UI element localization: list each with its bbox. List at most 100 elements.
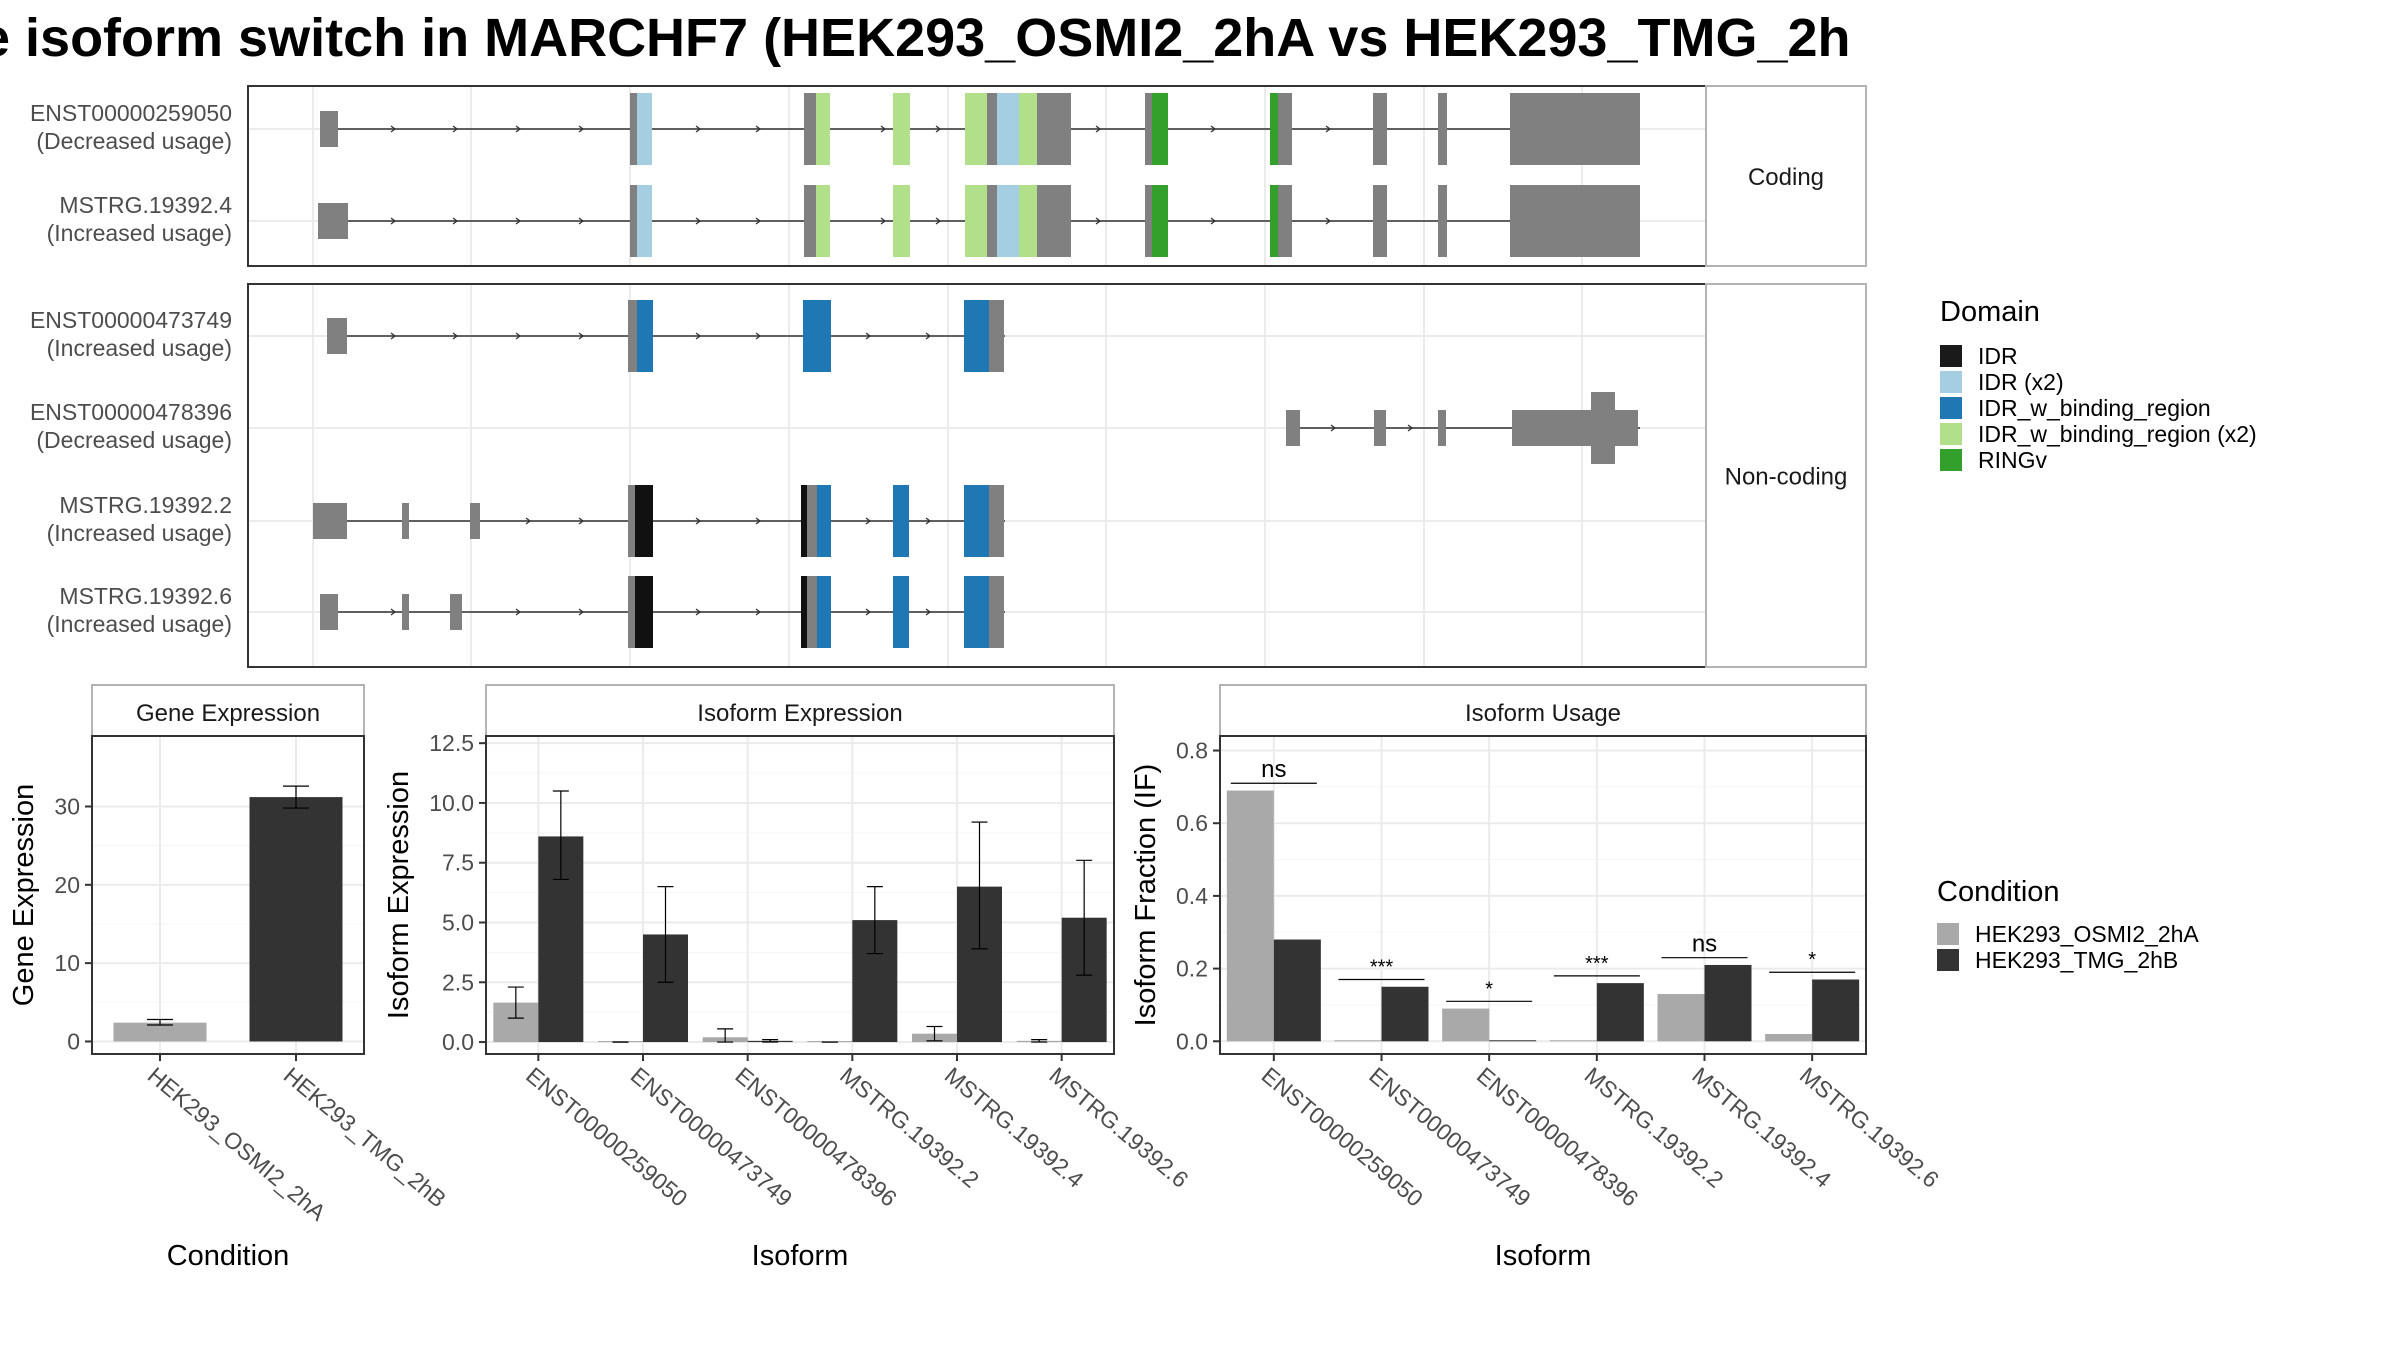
exon-block [964,485,989,557]
intron-arrow [1095,125,1102,133]
y-tick-label: 7.5 [442,850,474,876]
exon-block [628,576,635,648]
exon-block [1270,93,1278,165]
exon-block [320,594,338,630]
domain-legend-title: Domain [1940,296,2040,328]
intron-arrow [935,217,942,225]
significance-label: * [1485,978,1493,1000]
intron-arrow [515,217,522,225]
exon-block [803,300,831,372]
isoform-id-label: MSTRG.19392.2 [59,492,232,518]
domain-legend-label: IDR [1978,343,2018,369]
condition-legend-label: HEK293_TMG_2hB [1975,947,2178,973]
exon-block [1145,93,1152,165]
exon-block [1019,185,1025,257]
intron-arrow [1330,424,1337,432]
intron-arrow [515,125,522,133]
chart-title: Gene Expression [136,700,320,727]
intron-arrow [925,608,932,616]
exon-block [1373,93,1387,165]
intron-arrow [865,517,872,525]
exon-block [327,318,347,354]
intron-arrow [1210,125,1217,133]
isoform-id-label: ENST00000473749 [30,307,232,333]
intron-arrow [452,217,459,225]
exon-block [1152,185,1168,257]
bar [1657,994,1705,1042]
exon-block [635,485,653,557]
exon-block [807,576,817,648]
exon-block [637,93,652,165]
exon-block [816,185,830,257]
isoform-id-label: ENST00000478396 [30,399,232,425]
exon-block [1278,185,1292,257]
exon-block [1025,185,1037,257]
condition-legend-label: HEK293_OSMI2_2hA [1975,921,2199,947]
exon-block [987,93,997,165]
significance-label: *** [1370,956,1394,978]
domain-legend-label: IDR_w_binding_region [1978,395,2211,421]
bar [1334,1040,1382,1042]
exon-block [1591,392,1615,464]
significance-label: * [1808,949,1816,971]
exon-block [804,93,816,165]
intron-arrow [880,217,887,225]
exon-block [450,594,462,630]
domain-legend-swatch [1940,345,1962,367]
bar [1442,1008,1490,1042]
intron-arrow [755,125,762,133]
exon-block [989,300,1004,372]
exon-block [801,576,807,648]
exon-block [1270,185,1278,257]
exon-block [402,503,409,539]
exon-block [1518,185,1640,257]
intron-arrow [525,517,532,525]
exon-block [637,300,653,372]
intron-arrow [452,332,459,340]
intron-arrow [935,125,942,133]
y-axis-title: Isoform Fraction (IF) [1130,764,1162,1027]
exon-block [628,485,635,557]
intron-arrow [755,217,762,225]
exon-block [997,93,1019,165]
intron-arrow [1210,217,1217,225]
exon-block [318,203,348,239]
intron-arrow [578,125,585,133]
chart-title: Isoform Expression [697,700,902,727]
isoform-id-label: MSTRG.19392.6 [59,583,232,609]
figure-title: e isoform switch in MARCHF7 (HEK293_OSMI… [0,8,1851,68]
intron-arrow [695,332,702,340]
intron-arrow [1325,217,1332,225]
y-tick-label: 2.5 [442,969,474,995]
chart-title-strip [485,684,1115,737]
x-axis-title: Isoform [752,1240,849,1272]
chart-panel-border [485,735,1115,1055]
structure-panel-label: Coding [1748,164,1824,191]
y-tick-label: 0.2 [1176,956,1208,982]
intron-arrow [755,332,762,340]
y-axis-title: Isoform Expression [383,771,415,1019]
exon-block [1438,410,1446,446]
bar-charts: Gene Expression0102030HEK293_OSMI2_2hAHE… [8,684,1944,1272]
exon-block [630,185,637,257]
exon-block [817,576,831,648]
exon-block [1278,93,1292,165]
isoform-usage-label: (Increased usage) [47,611,232,637]
chart-title: Isoform Usage [1465,700,1621,727]
isoform-usage-label: (Increased usage) [47,335,232,361]
exon-block [1145,185,1152,257]
exon-block [402,594,409,630]
exon-block [637,185,652,257]
condition-legend-title: Condition [1937,876,2060,908]
exon-block [997,185,1019,257]
chart-2: Isoform Usagens*******ns*0.00.20.40.60.8… [1130,684,1944,1272]
exon-block [989,576,1004,648]
bar [1596,983,1644,1042]
y-tick-label: 10 [54,950,80,976]
bar [1704,964,1752,1042]
x-axis-title: Isoform [1495,1240,1592,1272]
exon-block [635,576,653,648]
bar [1489,1040,1537,1042]
